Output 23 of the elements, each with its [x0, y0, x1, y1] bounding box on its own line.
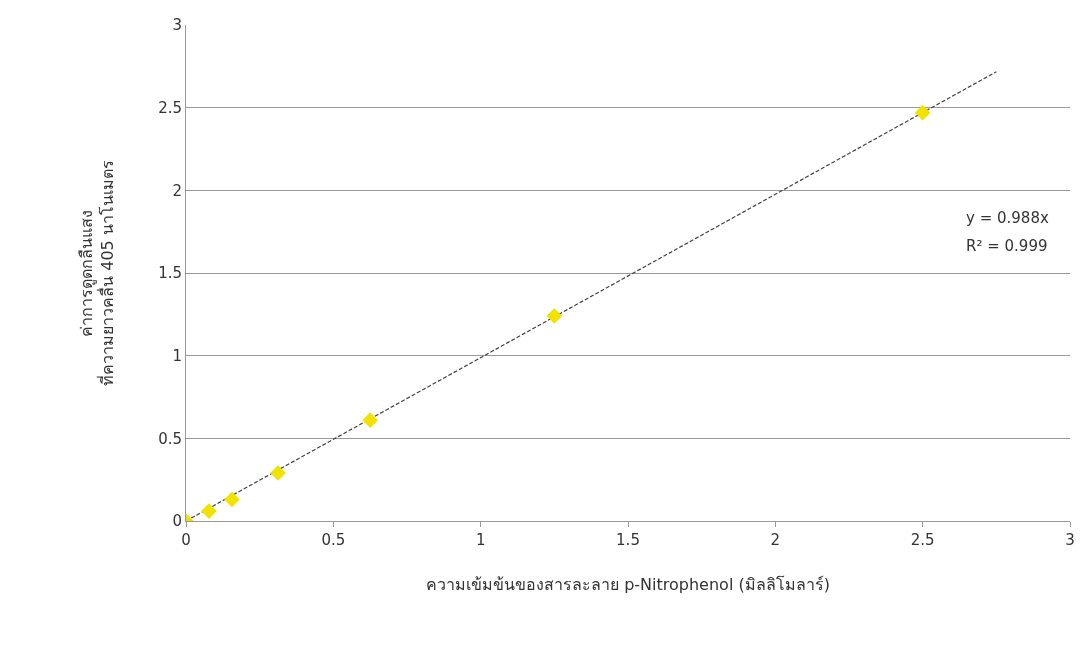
- y-tick-label: 2: [172, 181, 182, 200]
- point: [362, 412, 378, 428]
- point: [201, 503, 217, 519]
- point: [546, 308, 563, 324]
- point: [270, 465, 286, 481]
- y-tick-label: 0: [172, 512, 182, 531]
- x-tick-label: 3: [1065, 531, 1075, 549]
- y-tick-label: 2.5: [158, 98, 182, 117]
- point: [224, 491, 240, 508]
- x-tick-label: 2.5: [910, 531, 935, 549]
- x-tick-label: 1: [475, 531, 486, 549]
- annotation: y = 0.988x: [966, 209, 1049, 227]
- y-axis-title: ค่าการดูดกลืนแสง ที่ความยาวคลื่น 405 นาโนเมตร: [77, 160, 118, 386]
- x-tick-label: 2: [770, 531, 781, 549]
- x-axis-title: ความเข้มข้นของสารละลาย p-Nitrophenol (มิลลิโมลาร์): [426, 574, 830, 594]
- annotation: R² = 0.999: [966, 237, 1048, 255]
- y-tick-label: 1: [172, 346, 182, 365]
- x-tick-label: 1.5: [616, 531, 640, 549]
- y-tick-label: 1.5: [158, 264, 182, 283]
- y-tick-label: 3: [172, 16, 182, 35]
- point: [914, 104, 931, 121]
- y-tick-label: 0.5: [158, 429, 182, 448]
- x-tick-label: 0.5: [321, 531, 346, 549]
